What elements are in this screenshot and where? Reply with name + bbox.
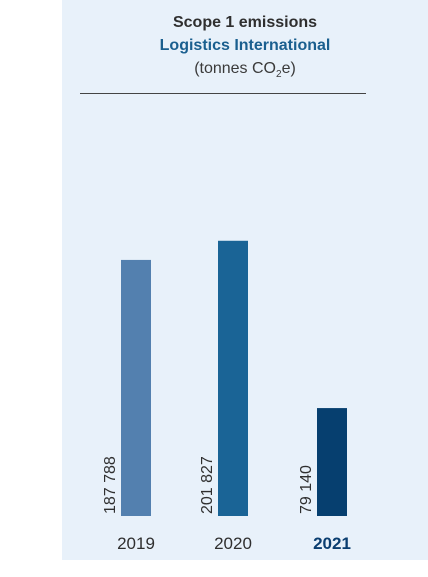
chart-subtitle: Logistics International: [159, 37, 331, 54]
category-label-2020: 2020: [214, 534, 252, 553]
chart-panel: Scope 1 emissions Logistics Internationa…: [62, 0, 428, 560]
category-label-2021: 2021: [313, 534, 351, 553]
title-divider: [80, 93, 366, 94]
value-label-2020: 201 827: [199, 456, 216, 514]
chart-unit-label: (tonnes CO2e): [62, 60, 428, 80]
value-label-2021: 79 140: [298, 465, 315, 514]
chart-title: Scope 1 emissions: [172, 14, 318, 31]
unit-prefix: (tonnes CO: [194, 60, 276, 77]
unit-suffix: e): [281, 60, 296, 77]
bar-2021: [317, 408, 347, 516]
value-label-2019: 187 788: [102, 456, 119, 514]
bar-2019: [121, 259, 151, 516]
unit-subscript: 2: [276, 69, 282, 81]
category-label-2019: 2019: [117, 534, 155, 553]
bar-2020: [218, 240, 248, 516]
bar-chart: 187 788 2019 201 827 2020 79 140 2021: [102, 240, 351, 553]
